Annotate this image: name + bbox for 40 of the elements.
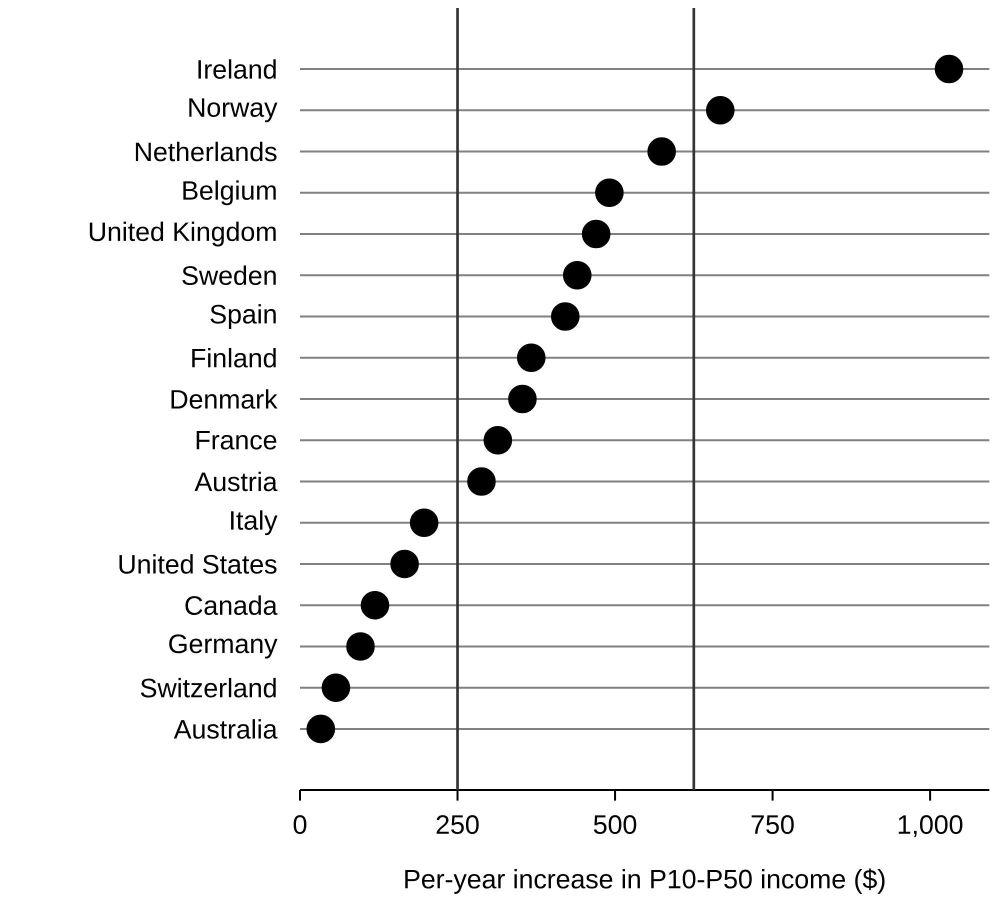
point	[934, 54, 964, 84]
x-tick-label: 0	[294, 815, 306, 834]
y-tick-label: Belgium	[183, 180, 276, 206]
point	[706, 96, 735, 125]
y-tick-label: France	[196, 430, 276, 450]
point	[322, 673, 350, 702]
y-tick-label: Canada	[185, 595, 278, 616]
point	[360, 590, 390, 620]
x-tick-label: 750	[752, 815, 794, 834]
point	[346, 632, 375, 661]
point	[306, 714, 336, 744]
y-tick-label: United States	[119, 554, 276, 574]
point	[582, 220, 610, 248]
point	[467, 467, 496, 496]
x-axis-title: Per-year increase in P10-P50 income ($)	[405, 868, 885, 894]
point	[508, 384, 537, 414]
point	[647, 137, 676, 166]
y-tick-label: Denmark	[172, 389, 278, 409]
point	[410, 508, 438, 537]
y-tick-label: Spain	[210, 304, 276, 329]
point	[516, 343, 546, 372]
y-tick-label: Sweden	[182, 265, 276, 286]
y-tick-label: Germany	[169, 634, 278, 659]
x-tick-label: 1,000	[898, 815, 962, 838]
y-tick-label: Australia	[174, 719, 278, 739]
point	[595, 178, 624, 208]
y-tick-label: Netherlands	[136, 142, 277, 162]
y-tick-label: Finland	[192, 348, 276, 368]
y-tick-label: Norway	[189, 98, 278, 122]
point	[390, 550, 419, 578]
point	[551, 302, 580, 331]
y-tick-label: Switzerland	[140, 678, 276, 698]
y-tick-label: United Kingdom	[90, 222, 276, 246]
x-tick-label: 250	[436, 815, 479, 834]
x-tick-label: 500	[594, 815, 636, 834]
y-tick-label: Austria	[194, 472, 278, 492]
y-tick-label: Ireland	[198, 59, 276, 79]
point	[562, 260, 592, 290]
y-tick-label: Italy	[231, 510, 278, 536]
point	[484, 426, 512, 455]
